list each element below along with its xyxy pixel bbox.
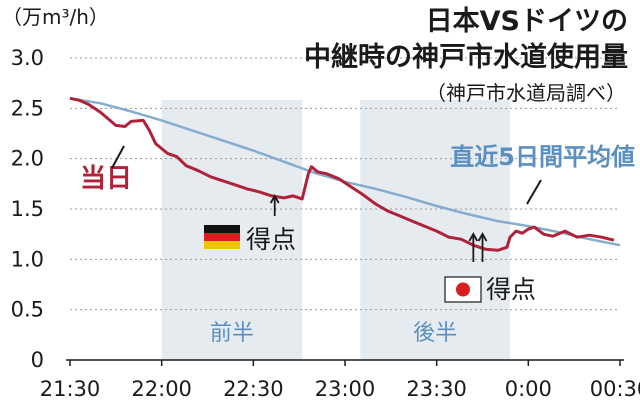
legend-label-average: 直近5日間平均値	[450, 143, 635, 171]
y-tick-label: 2.5	[11, 96, 44, 120]
germany-goal-arrow	[269, 194, 280, 216]
x-tick-labels: 21:30 22:00 22:30 23:00 23:30 0:00 00:30	[40, 377, 640, 401]
y-tick-label: 0.5	[11, 298, 44, 322]
x-tick-label: 22:00	[131, 377, 192, 401]
goal-arrow-head	[269, 194, 280, 204]
y-tick-labels: 3.0 2.5 2.0 1.5 1.0 0.5 0	[11, 46, 44, 372]
x-tick-label: 0:00	[505, 377, 552, 401]
legend-label-day: 当日	[80, 164, 132, 194]
chart-source: （神戸市水道局調べ）	[426, 81, 626, 105]
japan-flag-icon	[444, 276, 482, 303]
germany-goal-label: 得点	[246, 225, 296, 254]
chart-title-line1: 日本VSドイツの	[426, 6, 628, 37]
germany-flag-icon	[204, 225, 240, 249]
y-tick-label: 1.5	[11, 197, 44, 221]
goal-arrow-head	[477, 232, 488, 242]
x-tick-label: 23:30	[406, 377, 467, 401]
chart-title-line2: 中継時の神戸市水道使用量	[304, 41, 628, 73]
series-lines	[69, 96, 621, 252]
japan-goal-label: 得点	[486, 275, 536, 304]
japan-goal-arrows	[468, 232, 488, 262]
x-tick-label: 21:30	[40, 377, 101, 401]
y-tick-label: 3.0	[11, 46, 44, 70]
y-tick-label: 1.0	[11, 247, 44, 271]
x-tick-label: 00:30	[590, 377, 640, 401]
period-label-second-half: 後半	[413, 321, 457, 346]
grid-lines	[70, 57, 620, 311]
y-tick-label: 0	[31, 348, 44, 372]
series-line-day	[69, 96, 615, 252]
x-tick-label: 23:00	[315, 377, 376, 401]
goal-arrow-head	[468, 232, 479, 242]
series-line-average	[69, 97, 621, 247]
legend-leader-day	[111, 145, 125, 169]
germany-goal-annotation: 得点	[204, 194, 296, 254]
x-tick-label: 22:30	[223, 377, 284, 401]
y-axis-unit: （万m³/h）	[2, 5, 109, 29]
legend-leader-average	[526, 179, 542, 205]
japan-goal-annotation: 得点	[444, 232, 536, 304]
y-tick-label: 2.0	[11, 147, 44, 171]
period-label-first-half: 前半	[210, 321, 254, 346]
x-axis	[66, 359, 624, 366]
